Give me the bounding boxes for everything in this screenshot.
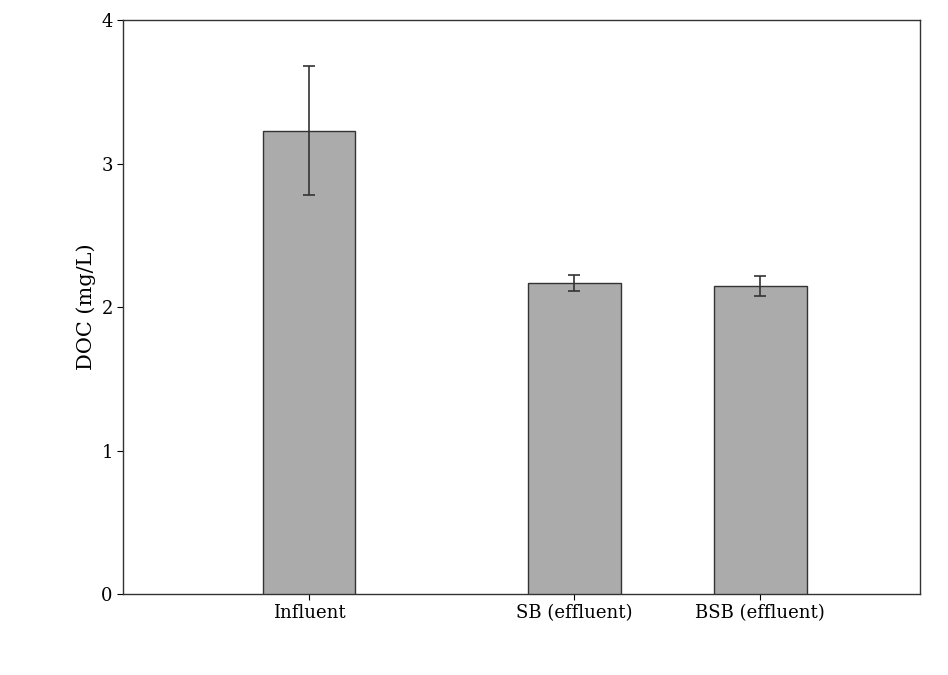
Bar [263, 131, 356, 594]
Y-axis label: DOC (mg/L): DOC (mg/L) [76, 244, 96, 371]
Bar [714, 286, 807, 594]
Bar [528, 283, 621, 594]
